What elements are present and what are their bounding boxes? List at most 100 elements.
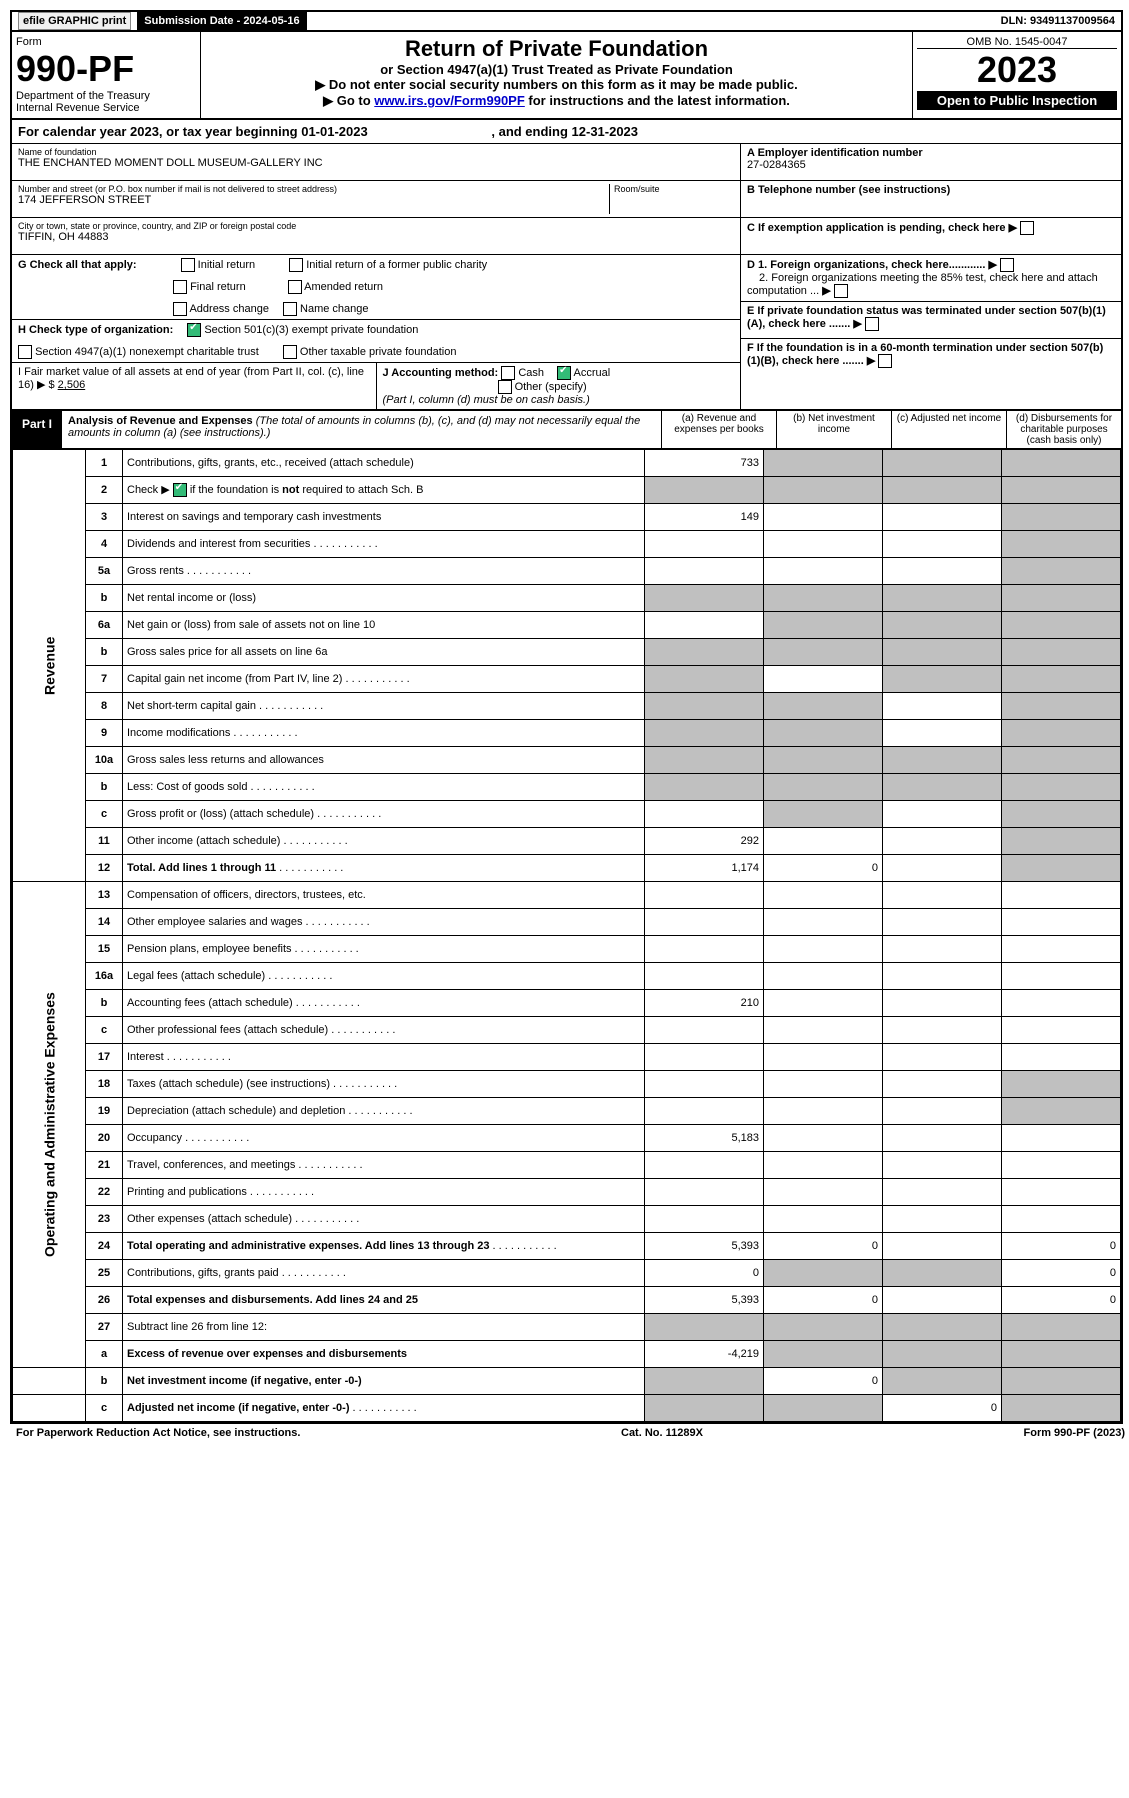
- cb-e[interactable]: [865, 317, 879, 331]
- h-o2: Section 4947(a)(1) nonexempt charitable …: [35, 346, 259, 358]
- ln12: 12: [86, 855, 123, 882]
- entity-info: Name of foundation THE ENCHANTED MOMENT …: [12, 144, 1121, 410]
- ln7: 7: [86, 666, 123, 693]
- a11: 292: [645, 828, 764, 855]
- g-label: G Check all that apply:: [18, 259, 137, 271]
- d2-label: 2. Foreign organizations meeting the 85%…: [747, 272, 1098, 297]
- a26: 5,393: [645, 1287, 764, 1314]
- d7: Capital gain net income (from Part IV, l…: [123, 666, 645, 693]
- d20: Occupancy: [123, 1125, 645, 1152]
- d14: Other employee salaries and wages: [123, 909, 645, 936]
- note2b: for instructions and the latest informat…: [525, 93, 790, 108]
- b27b: 0: [764, 1368, 883, 1395]
- ln1: 1: [86, 450, 123, 477]
- d6a: Net gain or (loss) from sale of assets n…: [123, 612, 645, 639]
- cb-amended[interactable]: [288, 280, 302, 294]
- city-cell: City or town, state or province, country…: [12, 218, 740, 255]
- h-label: H Check type of organization:: [18, 324, 173, 336]
- d27a: Excess of revenue over expenses and disb…: [123, 1341, 645, 1368]
- note1: ▶ Do not enter social security numbers o…: [205, 77, 908, 93]
- irs: Internal Revenue Service: [16, 102, 196, 114]
- ln3: 3: [86, 504, 123, 531]
- d6b: Gross sales price for all assets on line…: [123, 639, 645, 666]
- ln4: 4: [86, 531, 123, 558]
- d5a: Gross rents: [123, 558, 645, 585]
- city: TIFFIN, OH 44883: [18, 231, 734, 243]
- part1-desc: Analysis of Revenue and Expenses (The to…: [62, 411, 661, 448]
- ein-cell: A Employer identification number 27-0284…: [741, 144, 1121, 181]
- efile-print[interactable]: efile GRAPHIC print: [12, 12, 138, 30]
- ln9: 9: [86, 720, 123, 747]
- a25: 0: [645, 1260, 764, 1287]
- header-right: OMB No. 1545-0047 2023 Open to Public In…: [913, 32, 1121, 118]
- footer-mid: Cat. No. 11289X: [621, 1427, 703, 1439]
- dept: Department of the Treasury: [16, 90, 196, 102]
- ln16c: c: [86, 1017, 123, 1044]
- ln13: 13: [86, 882, 123, 909]
- d2: Check ▶ if the foundation is not require…: [123, 477, 645, 504]
- cb-other-tax[interactable]: [283, 345, 297, 359]
- address: 174 JEFFERSON STREET: [18, 194, 609, 206]
- form-word: Form: [16, 36, 196, 48]
- cb-initial[interactable]: [181, 258, 195, 272]
- address-cell: Number and street (or P.O. box number if…: [12, 181, 740, 218]
- cb-other-method[interactable]: [498, 380, 512, 394]
- cb-accrual[interactable]: [557, 366, 571, 380]
- h-section: H Check type of organization: Section 50…: [12, 320, 740, 363]
- d11: Other income (attach schedule): [123, 828, 645, 855]
- dd24: 0: [1002, 1233, 1121, 1260]
- d15: Pension plans, employee benefits: [123, 936, 645, 963]
- cb-d1[interactable]: [1000, 258, 1014, 272]
- header-center: Return of Private Foundation or Section …: [201, 32, 913, 118]
- d19: Depreciation (attach schedule) and deple…: [123, 1098, 645, 1125]
- footer: For Paperwork Reduction Act Notice, see …: [10, 1424, 1129, 1442]
- ln27c: c: [86, 1395, 123, 1422]
- ln10a: 10a: [86, 747, 123, 774]
- g-o2: Final return: [190, 281, 246, 293]
- d16a: Legal fees (attach schedule): [123, 963, 645, 990]
- cb-501c3[interactable]: [187, 323, 201, 337]
- a24: 5,393: [645, 1233, 764, 1260]
- note2: ▶ Go to www.irs.gov/Form990PF for instru…: [205, 93, 908, 109]
- foundation-name-cell: Name of foundation THE ENCHANTED MOMENT …: [12, 144, 740, 181]
- cb-f[interactable]: [878, 354, 892, 368]
- ln20: 20: [86, 1125, 123, 1152]
- h-o3: Other taxable private foundation: [300, 346, 457, 358]
- irs-link[interactable]: www.irs.gov/Form990PF: [374, 93, 525, 108]
- d18: Taxes (attach schedule) (see instruction…: [123, 1071, 645, 1098]
- form-subtitle: or Section 4947(a)(1) Trust Treated as P…: [205, 62, 908, 77]
- ln2: 2: [86, 477, 123, 504]
- cb-schb[interactable]: [173, 483, 187, 497]
- omb: OMB No. 1545-0047: [917, 36, 1117, 49]
- i-section: I Fair market value of all assets at end…: [12, 363, 377, 409]
- part1-header: Part I Analysis of Revenue and Expenses …: [12, 410, 1121, 449]
- cb-4947[interactable]: [18, 345, 32, 359]
- cb-initial-former[interactable]: [289, 258, 303, 272]
- d1-label: D 1. Foreign organizations, check here..…: [747, 259, 985, 271]
- cb-namechg[interactable]: [283, 302, 297, 316]
- analysis-table: Revenue 1 Contributions, gifts, grants, …: [12, 449, 1121, 1422]
- form-title: Return of Private Foundation: [205, 36, 908, 62]
- cb-final[interactable]: [173, 280, 187, 294]
- d23: Other expenses (attach schedule): [123, 1206, 645, 1233]
- note2a: ▶ Go to: [323, 93, 374, 108]
- a12: 1,174: [645, 855, 764, 882]
- d21: Travel, conferences, and meetings: [123, 1152, 645, 1179]
- cb-cash[interactable]: [501, 366, 515, 380]
- cb-c[interactable]: [1020, 221, 1034, 235]
- b24: 0: [764, 1233, 883, 1260]
- cb-d2[interactable]: [834, 284, 848, 298]
- g-o1: Initial return: [198, 259, 255, 271]
- ein: 27-0284365: [747, 159, 806, 171]
- cb-addrchg[interactable]: [173, 302, 187, 316]
- d27b: Net investment income (if negative, ente…: [123, 1368, 645, 1395]
- d13: Compensation of officers, directors, tru…: [123, 882, 645, 909]
- a16b: 210: [645, 990, 764, 1017]
- g-o3: Address change: [189, 303, 269, 315]
- a20: 5,183: [645, 1125, 764, 1152]
- part1-label: Part I: [12, 411, 62, 448]
- ln27: 27: [86, 1314, 123, 1341]
- ln16b: b: [86, 990, 123, 1017]
- f-cell: F If the foundation is in a 60-month ter…: [741, 339, 1121, 375]
- ln10c: c: [86, 801, 123, 828]
